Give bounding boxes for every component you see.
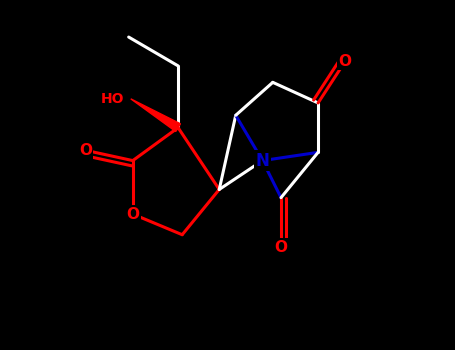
Text: O: O	[339, 54, 351, 69]
Text: O: O	[274, 239, 288, 254]
Text: O: O	[126, 206, 139, 222]
Text: HO: HO	[101, 92, 124, 106]
Text: O: O	[79, 143, 92, 158]
Text: N: N	[256, 152, 269, 170]
Polygon shape	[131, 99, 181, 132]
